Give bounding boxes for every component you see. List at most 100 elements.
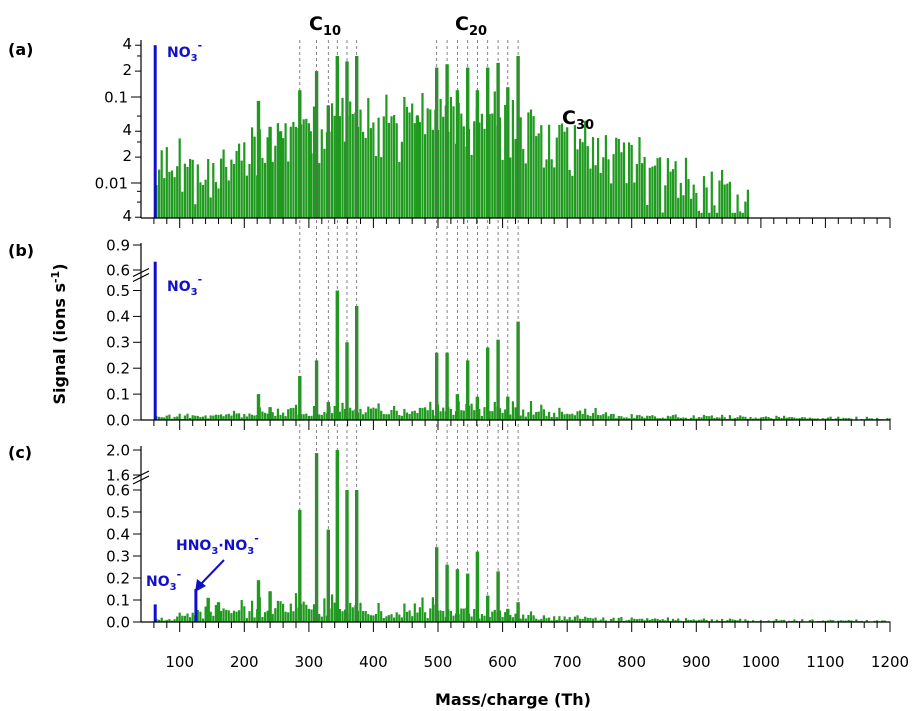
spectrum-bar-a <box>253 136 256 218</box>
spectrum-bar-b <box>620 416 623 420</box>
spectrum-bar-a <box>323 148 326 218</box>
spectrum-bar-b <box>803 417 806 420</box>
spectrum-bar-b <box>617 415 620 420</box>
spectrum-bar-a <box>633 182 636 218</box>
spectrum-bar-a <box>238 143 241 218</box>
spectrum-bar-a <box>403 96 406 218</box>
spectrum-bar-a <box>568 169 571 218</box>
spectrum-bar-b <box>243 414 246 420</box>
spectrum-bar-c <box>625 620 628 622</box>
spectrum-bar-b <box>511 401 514 420</box>
y-tick-c-label: 0.6 <box>106 481 130 499</box>
spectrum-bar-c <box>591 618 595 622</box>
spectrum-bar-c <box>535 618 538 622</box>
spectrum-bar-c <box>620 617 623 622</box>
spectrum-bar-a <box>731 212 734 218</box>
spectrum-bar-b <box>364 412 367 420</box>
spectrum-bar-b <box>478 409 481 420</box>
spectrum-bar-a <box>400 141 403 218</box>
spectrum-bar-a <box>442 116 445 218</box>
spectrum-bar-c <box>362 611 365 622</box>
spectrum-bar-c <box>509 615 512 622</box>
spectrum-bar-c <box>240 600 243 622</box>
y-axis-title: Signal (ions s-1) <box>49 263 69 404</box>
spectrum-bar-a <box>418 122 421 218</box>
spectrum-bar-c <box>584 616 587 622</box>
spectrum-bar-b <box>199 417 202 420</box>
spectrum-bar-b <box>232 410 236 420</box>
spectrum-bar-b <box>764 416 768 420</box>
spectrum-bar-a <box>374 156 378 218</box>
spectrum-bar-c <box>418 607 421 622</box>
spectrum-bar-c <box>501 617 504 622</box>
spectrum-bar-c <box>491 611 494 622</box>
spectrum-bar-b <box>367 406 370 420</box>
spectrum-bar-c <box>452 615 455 622</box>
spectrum-bar-c <box>225 609 228 622</box>
spectrum-bar-c <box>695 620 698 622</box>
spectrum-bar-b <box>739 415 742 420</box>
spectrum-bar-c <box>581 619 584 622</box>
spectrum-bar-c <box>514 613 517 622</box>
spectrum-bar-b <box>682 417 685 420</box>
spectrum-bar-a <box>553 167 556 218</box>
spectrum-bar-a <box>746 189 749 218</box>
spectrum-bar-b <box>302 414 305 420</box>
nitrate-label-a: NO3- <box>167 39 202 64</box>
spectrum-bar-c <box>677 618 680 622</box>
spectrum-bar-c <box>548 617 551 622</box>
spectrum-bar-c <box>382 618 385 622</box>
spectrum-bar-a <box>708 212 711 218</box>
spectrum-bar-c <box>323 598 326 622</box>
spectrum-bar-b <box>829 416 832 420</box>
spectrum-bar-c <box>700 619 703 622</box>
spectrum-bar-a <box>723 184 726 218</box>
spectrum-bar-a <box>478 122 481 218</box>
spectrum-peak-c <box>466 573 470 622</box>
spectrum-bar-c <box>597 620 600 622</box>
spectrum-bar-c <box>643 620 646 622</box>
spectrum-bar-b <box>220 414 223 420</box>
spectrum-bar-b <box>421 408 424 420</box>
spectrum-bar-c <box>212 615 215 622</box>
spectrum-bar-a <box>610 183 613 218</box>
spectrum-bar-b <box>563 414 566 420</box>
spectrum-bar-a <box>519 117 522 218</box>
spectrum-bar-b <box>641 416 644 420</box>
spectrum-bar-b <box>498 408 502 420</box>
spectrum-bar-c <box>181 615 184 622</box>
x-tick-label: 100 <box>165 653 194 671</box>
spectrum-bar-c <box>403 603 406 622</box>
spectrum-bar-b <box>824 418 827 420</box>
spectrum-bar-b <box>868 418 871 420</box>
spectrum-bar-b <box>385 414 388 420</box>
spectrum-bar-a <box>318 163 321 218</box>
spectrum-bar-c <box>736 620 739 622</box>
spectrum-bar-c <box>196 610 199 622</box>
spectrum-bar-c <box>351 607 354 622</box>
spectrum-bar-c <box>243 606 246 622</box>
spectrum-bar-b <box>599 415 602 420</box>
spectrum-bar-a <box>545 159 548 218</box>
spectrum-bar-c <box>540 618 543 622</box>
spectrum-bar-a <box>181 191 184 218</box>
spectrum-bar-a <box>424 134 427 218</box>
spectrum-bar-c <box>733 619 737 622</box>
spectrum-bar-a <box>333 115 336 218</box>
x-tick-label: 1200 <box>871 653 909 671</box>
spectrum-bar-b <box>573 415 576 420</box>
spectrum-bar-c <box>674 620 677 622</box>
y-tick-b-label: 0.9 <box>106 236 130 254</box>
spectrum-bar-b <box>542 409 545 420</box>
spectrum-bar-b <box>594 408 597 420</box>
spectrum-bar-b <box>470 403 473 420</box>
spectrum-bar-b <box>416 413 419 420</box>
spectrum-bar-b <box>777 416 780 420</box>
y-tick-a-minor-label: 2 <box>122 61 132 79</box>
spectrum-bar-c <box>542 615 545 622</box>
spectrum-bar-b <box>191 415 194 420</box>
spectrum-bar-b <box>287 409 290 420</box>
spectrum-bar-b <box>424 407 427 420</box>
highlight-bar-b-0 <box>153 261 157 420</box>
spectrum-bar-a <box>421 93 424 218</box>
